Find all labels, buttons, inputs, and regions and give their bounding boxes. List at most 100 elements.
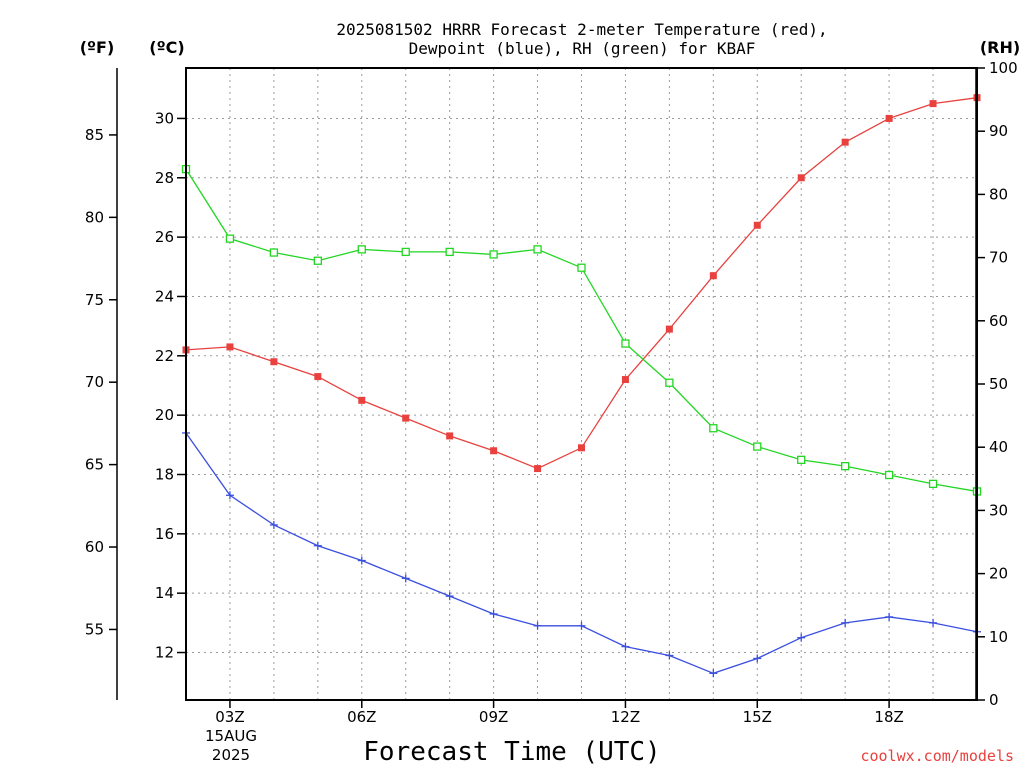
dewpoint-point [313, 541, 322, 550]
dewpoint-point [665, 651, 674, 660]
rh-point [884, 470, 894, 480]
temperature-point [885, 114, 893, 122]
fahrenheit-tick-label: 65 [85, 456, 104, 474]
rh-unit-label: (RH) [980, 38, 1020, 57]
grid-lines [185, 68, 978, 700]
temperature-point [841, 138, 849, 146]
temperature-point [578, 444, 585, 452]
rh-tick-label: 20 [989, 565, 1008, 583]
plot-frame [185, 67, 978, 701]
celsius-tick-label: 18 [155, 465, 174, 483]
rh-point [928, 479, 938, 489]
celsius-unit-label: (ºC) [149, 38, 184, 57]
temperature-point [621, 376, 629, 384]
fahrenheit-tick-label: 60 [85, 538, 104, 556]
temperature-point [709, 272, 717, 280]
dewpoint-point [577, 621, 586, 630]
chart-title-line2: Dewpoint (blue), RH (green) for KBAF [409, 39, 756, 58]
credit-text: coolwx.com/models [860, 747, 1014, 765]
rh-point [533, 245, 542, 254]
x-tick-label: 06Z [347, 708, 376, 726]
dewpoint-point [841, 618, 850, 627]
rh-point [621, 339, 630, 348]
rh-tick-label: 30 [989, 501, 1008, 519]
temperature-point [753, 221, 761, 229]
dewpoint-point [445, 592, 454, 601]
temperature-point [358, 396, 366, 404]
celsius-tick-label: 22 [155, 347, 174, 365]
x-tick-label: 09Z [479, 708, 508, 726]
rh-tick-label: 50 [989, 375, 1008, 393]
date-label-year: 2025 [212, 746, 250, 764]
rh-point [357, 245, 366, 254]
celsius-tick-label: 12 [155, 644, 174, 662]
dewpoint-point [753, 654, 762, 663]
temperature-point [446, 432, 454, 440]
temperature-point [929, 100, 937, 108]
celsius-tick-label: 30 [155, 109, 174, 127]
rh-tick-label: 40 [989, 438, 1008, 456]
rh-tick-label: 60 [989, 312, 1008, 330]
x-tick-label: 18Z [874, 708, 903, 726]
rh-line [185, 168, 978, 493]
rh-point [577, 263, 586, 272]
dewpoint-point [357, 556, 366, 565]
dewpoint-point [401, 574, 410, 583]
celsius-tick-label: 14 [155, 584, 174, 602]
temperature-point [797, 174, 805, 182]
rh-point [753, 442, 762, 451]
fahrenheit-tick-label: 85 [85, 126, 104, 144]
celsius-tick-label: 24 [155, 287, 174, 305]
celsius-tick-label: 28 [155, 169, 174, 187]
date-label-day: 15AUG [205, 727, 257, 745]
dewpoint-point [533, 621, 542, 630]
chart-title-line1: 2025081502 HRRR Forecast 2-meter Tempera… [336, 20, 827, 39]
fahrenheit-tick-label: 55 [85, 620, 104, 638]
rh-tick-label: 70 [989, 249, 1008, 267]
dewpoint-point [489, 609, 498, 618]
dewpoint-point [797, 633, 806, 642]
rh-point [841, 462, 850, 471]
celsius-tick-label: 16 [155, 525, 174, 543]
axes-layer: 03Z 06Z 09Z 12Z 15Z 18Z 12 14 16 18 20 22 24 26 28 30 55… [85, 59, 1018, 726]
rh-tick-label: 10 [989, 628, 1008, 646]
fahrenheit-unit-label: (ºF) [80, 38, 115, 57]
x-tick-label: 15Z [743, 708, 772, 726]
temperature-point [665, 325, 673, 333]
dewpoint-point [621, 642, 630, 651]
rh-point [401, 247, 410, 257]
fahrenheit-tick-label: 70 [85, 373, 104, 391]
dewpoint-point [225, 491, 234, 500]
rh-point [225, 234, 235, 243]
temperature-point [226, 343, 234, 351]
rh-point [445, 247, 454, 257]
rh-point [709, 424, 718, 433]
dewpoint-point [269, 520, 278, 529]
fahrenheit-tick-label: 75 [85, 291, 104, 309]
rh-point [665, 378, 674, 387]
dewpoint-point [709, 669, 718, 678]
series-layer [181, 94, 982, 678]
rh-point [489, 250, 498, 259]
celsius-tick-label: 20 [155, 406, 174, 424]
celsius-tick-label: 26 [155, 228, 174, 246]
fahrenheit-tick-label: 80 [85, 208, 104, 226]
temperature-point [490, 447, 498, 455]
rh-point [797, 455, 806, 464]
x-tick-label: 03Z [215, 708, 244, 726]
temperature-point [534, 465, 542, 473]
rh-tick-label: 90 [989, 122, 1008, 140]
rh-tick-label: 80 [989, 185, 1008, 203]
x-tick-label: 12Z [611, 708, 640, 726]
dewpoint-point [885, 612, 894, 621]
rh-tick-label: 100 [989, 59, 1018, 77]
dewpoint-point [929, 618, 938, 627]
rh-point [313, 256, 322, 265]
temperature-point [314, 373, 322, 381]
x-axis-title: Forecast Time (UTC) [363, 737, 660, 767]
rh-tick-label: 0 [989, 691, 999, 709]
temperature-point [270, 358, 278, 366]
rh-point [269, 248, 279, 257]
temperature-point [402, 414, 410, 422]
